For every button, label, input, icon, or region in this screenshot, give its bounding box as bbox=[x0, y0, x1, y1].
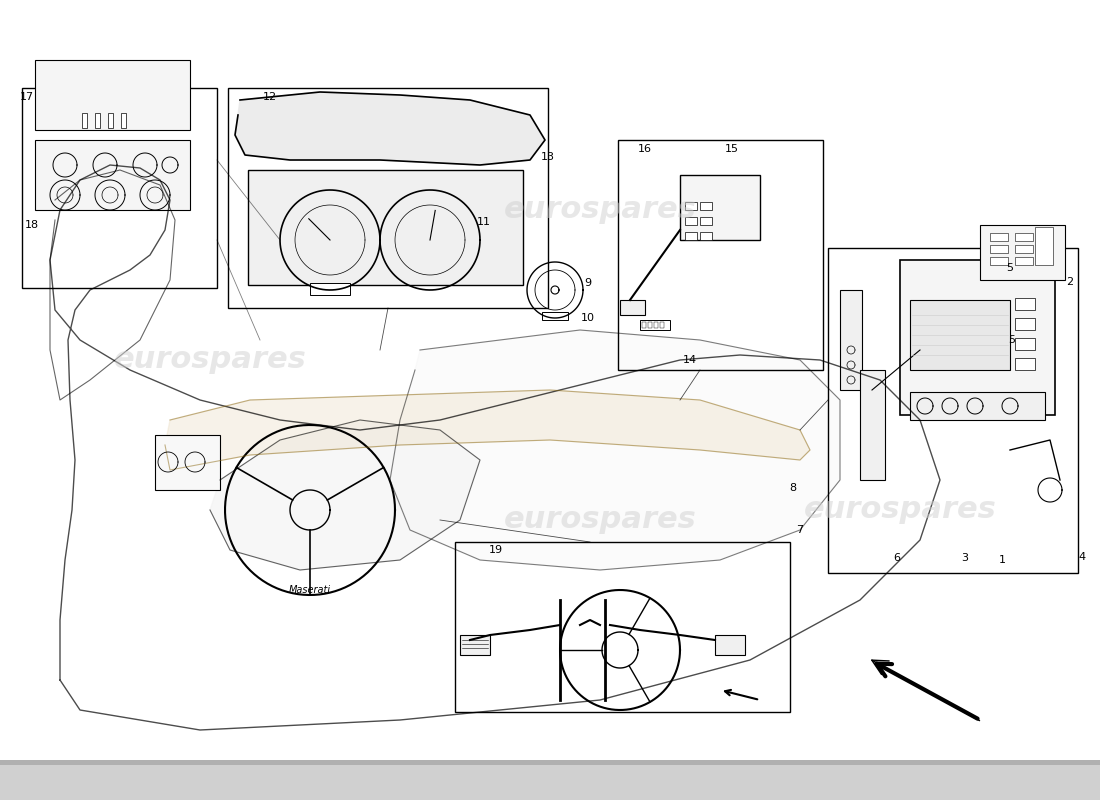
Bar bbox=[228, 88, 548, 308]
Bar bbox=[22, 88, 217, 288]
Text: 15: 15 bbox=[725, 144, 739, 154]
Text: 16: 16 bbox=[638, 144, 652, 154]
Text: 5: 5 bbox=[1009, 335, 1015, 345]
Text: 19: 19 bbox=[488, 545, 503, 555]
Text: 13: 13 bbox=[541, 152, 556, 162]
Bar bbox=[0, 765, 1100, 800]
Text: 7: 7 bbox=[796, 525, 804, 535]
Text: 10: 10 bbox=[581, 313, 595, 323]
Bar bbox=[95, 113, 100, 128]
Bar bbox=[35, 140, 190, 210]
Text: eurospares: eurospares bbox=[113, 346, 307, 374]
Bar bbox=[620, 300, 645, 315]
Bar bbox=[700, 202, 712, 210]
Bar bbox=[310, 283, 350, 295]
Bar bbox=[455, 542, 790, 712]
Bar bbox=[840, 290, 862, 390]
Bar bbox=[660, 322, 664, 328]
Bar bbox=[700, 217, 712, 225]
Text: eurospares: eurospares bbox=[504, 195, 696, 225]
Text: eurospares: eurospares bbox=[504, 506, 696, 534]
Bar bbox=[155, 435, 220, 490]
Bar bbox=[980, 225, 1065, 280]
Text: 3: 3 bbox=[961, 553, 968, 563]
Bar bbox=[82, 113, 87, 128]
Bar bbox=[828, 248, 1078, 573]
Bar bbox=[1015, 245, 1033, 253]
Bar bbox=[1015, 358, 1035, 370]
Bar bbox=[700, 232, 712, 240]
Text: 9: 9 bbox=[584, 278, 592, 288]
Text: 8: 8 bbox=[790, 483, 796, 493]
Text: 2: 2 bbox=[1066, 277, 1074, 287]
Bar bbox=[108, 113, 113, 128]
Bar bbox=[640, 320, 670, 330]
Text: 5: 5 bbox=[1006, 263, 1013, 273]
Text: 18: 18 bbox=[25, 220, 40, 230]
Bar bbox=[685, 202, 697, 210]
Text: eurospares: eurospares bbox=[804, 495, 997, 525]
Polygon shape bbox=[390, 330, 840, 570]
Bar bbox=[121, 113, 126, 128]
Bar bbox=[1015, 257, 1033, 265]
Bar bbox=[542, 312, 568, 320]
Bar bbox=[715, 635, 745, 655]
Bar bbox=[618, 140, 823, 370]
Bar bbox=[990, 245, 1008, 253]
Text: 12: 12 bbox=[263, 92, 277, 102]
Bar bbox=[860, 370, 886, 480]
Bar bbox=[910, 300, 1010, 370]
Bar bbox=[642, 322, 646, 328]
Polygon shape bbox=[210, 420, 480, 570]
Bar bbox=[0, 760, 1100, 765]
Bar bbox=[680, 175, 760, 240]
Bar bbox=[990, 257, 1008, 265]
Bar bbox=[1015, 233, 1033, 241]
Bar bbox=[248, 170, 522, 285]
Bar bbox=[35, 60, 190, 130]
Bar bbox=[1015, 298, 1035, 310]
Polygon shape bbox=[235, 92, 544, 165]
Bar bbox=[654, 322, 658, 328]
Bar bbox=[1035, 227, 1053, 265]
Text: 4: 4 bbox=[1078, 552, 1086, 562]
Bar bbox=[460, 635, 490, 655]
Bar bbox=[1015, 318, 1035, 330]
Bar bbox=[685, 217, 697, 225]
Bar bbox=[990, 233, 1008, 241]
Bar bbox=[685, 232, 697, 240]
Text: 11: 11 bbox=[477, 217, 491, 227]
Bar bbox=[900, 260, 1055, 415]
Bar bbox=[1015, 338, 1035, 350]
Text: 14: 14 bbox=[683, 355, 697, 365]
Bar bbox=[910, 392, 1045, 420]
Polygon shape bbox=[165, 390, 810, 470]
Bar bbox=[648, 322, 652, 328]
Text: 17: 17 bbox=[20, 92, 34, 102]
Text: 1: 1 bbox=[999, 555, 1005, 565]
Text: 6: 6 bbox=[893, 553, 901, 563]
Text: Maserati: Maserati bbox=[289, 585, 331, 595]
